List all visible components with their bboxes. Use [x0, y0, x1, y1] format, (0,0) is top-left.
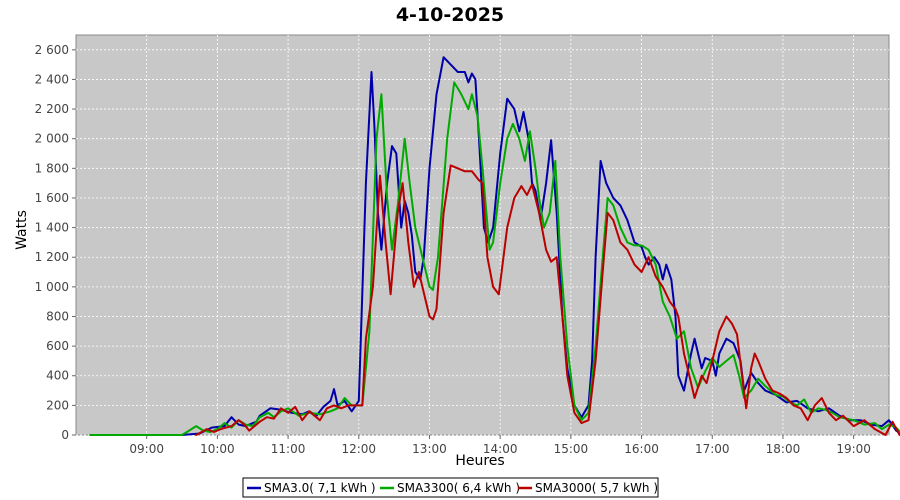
chart-title: 4-10-2025: [396, 4, 504, 26]
y-tick-label: 2 400: [35, 72, 69, 86]
x-tick-label: 09:00: [129, 442, 164, 456]
legend-box: [242, 477, 659, 498]
y-tick-label: 2 000: [35, 132, 69, 146]
y-axis-label: Watts: [14, 210, 30, 250]
x-tick-label: 13:00: [412, 442, 447, 456]
legend: SMA3.0( 7,1 kWh ) SMA3300( 6,4 kWh ) SMA30…: [242, 477, 659, 498]
x-tick-label: 15:00: [554, 442, 589, 456]
x-tick-label: 11:00: [271, 442, 306, 456]
y-tick-label: 1 600: [35, 191, 69, 205]
legend-entry: SMA3000( 5,7 kWh ): [535, 481, 658, 495]
y-tick-label: 400: [46, 369, 69, 383]
y-tick-label: 1 000: [35, 280, 69, 294]
x-axis-label: Heures: [455, 453, 504, 469]
x-tick-label: 18:00: [766, 442, 801, 456]
x-tick-label: 14:00: [483, 442, 518, 456]
x-tick-label: 17:00: [695, 442, 730, 456]
y-tick-label: 1 800: [35, 161, 69, 175]
y-tick-label: 2 200: [35, 102, 69, 116]
series-lines: [89, 56, 900, 436]
y-tick-label: 800: [46, 309, 69, 323]
legend-entry: SMA3.0( 7,1 kWh ): [264, 481, 376, 495]
x-tick-label: 19:00: [836, 442, 871, 456]
series-line-1: [181, 56, 900, 436]
y-tick-label: 2 600: [35, 43, 69, 57]
x-tick-label: 10:00: [200, 442, 235, 456]
plot-area: [75, 34, 890, 436]
gridlines: [76, 35, 889, 436]
x-tick-label: 16:00: [624, 442, 659, 456]
y-tick-label: 600: [46, 339, 69, 353]
series-line-3: [195, 164, 900, 436]
x-tick-label: 12:00: [341, 442, 376, 456]
y-tick-label: 1 200: [35, 250, 69, 264]
y-tick-label: 200: [46, 398, 69, 412]
x-axis: 09:00 10:00 11:00 12:00 13:00 14:00 15:00 16:00…: [129, 435, 871, 456]
y-axis: 0 200 400 600 800 1 000 1 200 1 400 1 600 1 800 2 …: [35, 43, 76, 442]
y-tick-label: 0: [61, 428, 69, 442]
y-tick-label: 1 400: [35, 221, 69, 235]
legend-entry: SMA3300( 6,4 kWh ): [397, 481, 520, 495]
